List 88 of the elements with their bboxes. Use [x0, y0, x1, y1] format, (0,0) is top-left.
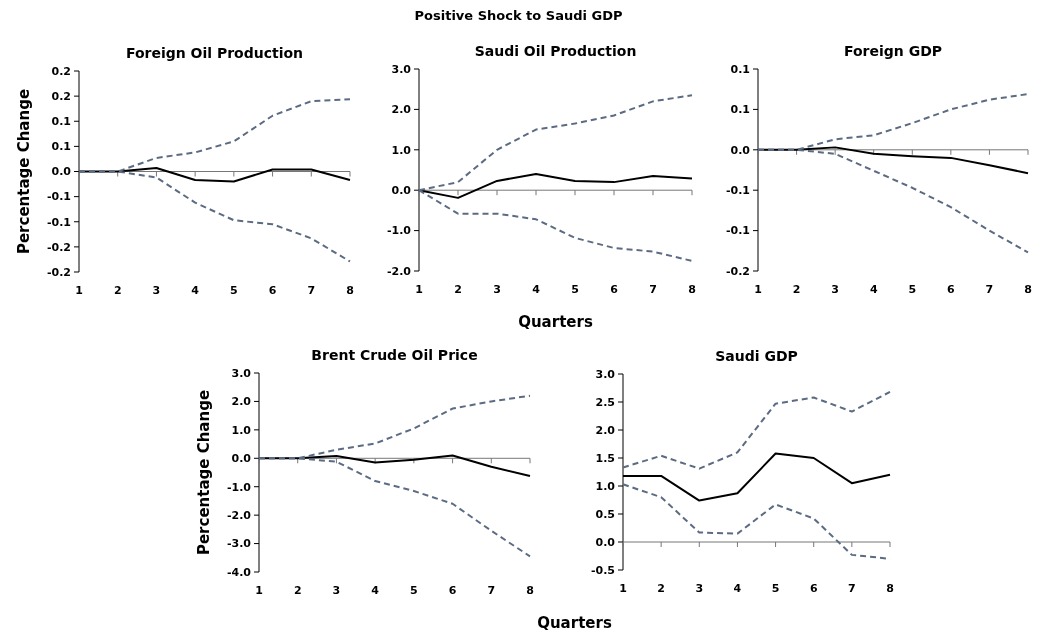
x-tick-label: 7 — [985, 283, 994, 296]
x-tick-label: 3 — [831, 283, 839, 296]
chart-title: Brent Crude Oil Price — [311, 347, 478, 363]
x-tick-label: 2 — [792, 283, 801, 296]
y-tick-label: 0.2 — [51, 89, 71, 103]
y-tick-label: 0.1 — [51, 115, 71, 129]
x-tick-label: 1 — [754, 283, 762, 296]
x-axis-title: Quarters — [518, 313, 593, 331]
x-tick-label: 5 — [771, 582, 780, 595]
y-tick-label: -0.2 — [725, 264, 750, 278]
x-tick-label: 8 — [526, 584, 534, 597]
y-tick-label: -3.0 — [226, 537, 252, 551]
x-tick-label: 3 — [152, 284, 161, 297]
y-tick-label: 0.1 — [730, 62, 750, 76]
x-tick-label: 4 — [532, 283, 541, 296]
y-tick-label: 2.0 — [391, 103, 412, 117]
y-tick-label: 1.0 — [595, 479, 616, 493]
x-tick-label: 2 — [657, 582, 665, 595]
y-tick-label: -0.5 — [590, 563, 615, 577]
y-tick-label: -0.2 — [46, 265, 71, 279]
y-tick-label: -0.1 — [725, 184, 750, 198]
x-tick-label: 8 — [688, 283, 696, 296]
x-tick-label: 5 — [410, 584, 418, 597]
line-series — [622, 390, 891, 470]
y-tick-label: 1.0 — [391, 143, 412, 157]
x-tick-label: 5 — [230, 284, 238, 297]
y-tick-label: -0.1 — [46, 215, 71, 229]
y-tick-label: 0.1 — [730, 103, 750, 117]
x-tick-label: 4 — [191, 284, 200, 297]
x-tick-label: 4 — [733, 582, 742, 595]
chart-title: Saudi GDP — [715, 348, 798, 364]
y-tick-label: 3.0 — [391, 62, 412, 76]
x-tick-label: 1 — [255, 584, 263, 597]
x-tick-label: 8 — [886, 582, 894, 595]
x-axis-title: Quarters — [537, 614, 612, 632]
x-tick-label: 4 — [371, 584, 380, 597]
x-tick-label: 7 — [307, 284, 316, 297]
y-tick-label: 0.0 — [51, 165, 72, 179]
chart-title: Saudi Oil Production — [474, 43, 637, 59]
x-tick-label: 6 — [947, 283, 956, 296]
chart-title: Foreign Oil Production — [125, 45, 304, 61]
x-tick-label: 7 — [487, 584, 496, 597]
y-tick-label: -2.0 — [386, 264, 412, 278]
x-tick-label: 2 — [293, 584, 302, 597]
x-tick-label: 5 — [908, 283, 917, 296]
y-tick-label: 2.0 — [595, 423, 616, 437]
x-tick-label: 3 — [695, 582, 704, 595]
x-tick-label: 3 — [332, 584, 341, 597]
x-tick-label: 1 — [75, 284, 83, 297]
y-tick-label: 1.5 — [595, 451, 615, 465]
y-tick-label: 0.0 — [595, 535, 616, 549]
x-tick-label: 6 — [448, 584, 457, 597]
y-axis-title: Percentage Change — [15, 88, 33, 255]
x-tick-label: 2 — [454, 283, 462, 296]
y-tick-label: 1.0 — [231, 423, 252, 437]
y-tick-label: 0.0 — [730, 143, 751, 157]
y-tick-label: 2.0 — [231, 395, 252, 409]
y-tick-label: -0.1 — [46, 190, 71, 204]
y-tick-label: -1.0 — [386, 224, 412, 238]
x-tick-label: 5 — [571, 283, 579, 296]
y-tick-label: 0.0 — [231, 452, 252, 466]
y-tick-label: 3.0 — [595, 367, 616, 381]
x-tick-label: 7 — [649, 283, 657, 296]
x-tick-label: 6 — [268, 284, 277, 297]
x-tick-label: 7 — [848, 582, 856, 595]
y-tick-label: 2.5 — [595, 395, 615, 409]
y-tick-label: -2.0 — [226, 508, 252, 522]
y-tick-label: -0.2 — [46, 240, 71, 254]
x-tick-label: 1 — [415, 283, 423, 296]
x-tick-label: 6 — [610, 283, 619, 296]
y-tick-label: 3.0 — [231, 366, 252, 380]
y-tick-label: 0.1 — [51, 140, 71, 154]
y-tick-label: -0.1 — [725, 224, 750, 238]
y-axis-title: Percentage Change — [195, 389, 213, 556]
text: Positive Shock to Saudi GDP — [414, 8, 623, 23]
x-tick-label: 8 — [346, 284, 354, 297]
chart-title: Foreign GDP — [843, 43, 943, 59]
y-tick-label: 0.0 — [391, 184, 412, 198]
x-tick-label: 6 — [809, 582, 818, 595]
y-tick-label: 0.2 — [51, 64, 71, 78]
y-tick-label: -1.0 — [226, 480, 252, 494]
x-tick-label: 4 — [869, 283, 878, 296]
x-tick-label: 1 — [619, 582, 627, 595]
x-tick-label: 3 — [493, 283, 501, 296]
x-tick-label: 8 — [1024, 283, 1032, 296]
y-tick-label: 0.5 — [595, 507, 615, 521]
y-tick-label: -4.0 — [226, 565, 252, 579]
x-tick-label: 2 — [113, 284, 122, 297]
